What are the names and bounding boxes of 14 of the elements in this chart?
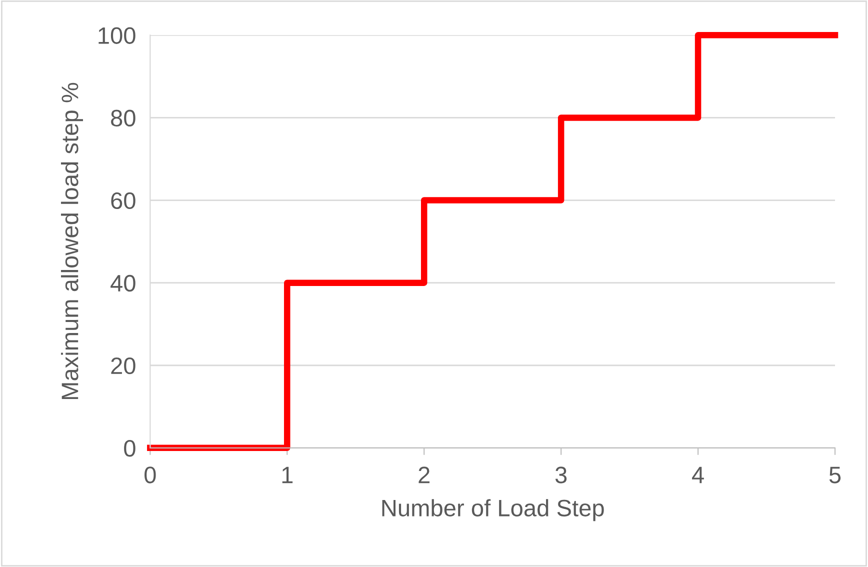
x-tick-label: 1	[282, 466, 293, 484]
y-tick-label: 0	[124, 440, 136, 457]
x-tick-label: 5	[829, 466, 841, 484]
y-axis-title: Maximum allowed load step %	[60, 82, 83, 400]
y-tick-label: 20	[111, 357, 136, 374]
y-tick-label: 100	[98, 27, 136, 44]
y-tick-label: 60	[111, 192, 136, 210]
x-axis-title: Number of Load Step	[382, 499, 604, 522]
x-tick-label: 0	[144, 466, 156, 484]
x-tick-label: 4	[692, 466, 704, 484]
x-tick-label: 2	[418, 466, 430, 484]
y-tick-label: 80	[111, 110, 136, 126]
y-tick-label: 40	[110, 274, 136, 292]
x-tick-label: 3	[555, 466, 567, 484]
